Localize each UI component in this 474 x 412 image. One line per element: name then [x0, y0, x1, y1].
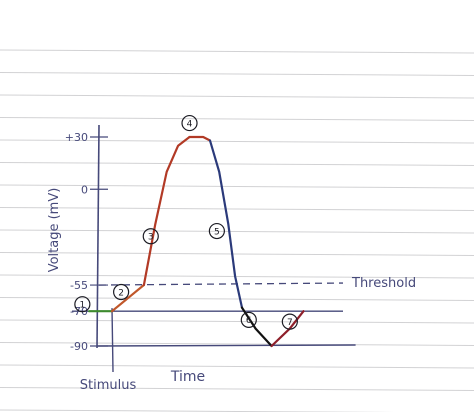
ruled-line	[0, 139, 474, 144]
phase-number-1: 1	[79, 301, 85, 311]
phase-number-3: 3	[148, 233, 154, 243]
ruled-line	[0, 252, 474, 256]
phase-circle-4	[181, 114, 198, 132]
phase-circle-3	[142, 228, 159, 245]
ruled-line	[0, 229, 474, 234]
curve-segment-5	[208, 139, 244, 309]
threshold-line	[98, 282, 344, 286]
curve-segment-3	[142, 135, 191, 287]
phase-number-7: 7	[287, 318, 293, 328]
phase-number-5: 5	[214, 227, 220, 237]
stimulus-line	[111, 308, 114, 373]
y-axis-label: Voltage (mV)	[47, 188, 62, 273]
ruled-line	[0, 274, 474, 279]
y-axis	[96, 124, 100, 349]
stimulus-label: Stimulus	[80, 378, 137, 393]
phase-circle-2	[113, 283, 130, 301]
phase-circle-1	[74, 296, 91, 313]
threshold-label: Threshold	[351, 276, 416, 291]
ruled-line	[0, 319, 474, 324]
phase-number-6: 6	[246, 316, 252, 326]
y-tick-label-1: 0	[81, 183, 88, 196]
x-axis-label: Time	[170, 369, 205, 385]
ruled-line	[0, 117, 474, 121]
ruled-line	[0, 342, 474, 346]
notebook-ruled-lines	[0, 49, 474, 412]
ruled-line	[0, 297, 474, 301]
phase-number-4: 4	[187, 119, 193, 129]
ruled-line	[0, 162, 474, 166]
ruled-line	[0, 184, 474, 189]
baseline-line	[96, 344, 356, 347]
y-tick-label-2: -55	[70, 279, 88, 292]
y-tick-label-3: -70	[70, 305, 88, 318]
ruled-line	[0, 49, 474, 54]
y-tick-label-0: +30	[65, 131, 88, 144]
phase-number-2: 2	[118, 288, 124, 298]
ruled-line	[0, 72, 474, 76]
ruled-line	[0, 364, 474, 369]
phase-circle-5	[208, 222, 225, 240]
curve-segment-4	[188, 135, 212, 142]
y-tick-label-4: -90	[70, 340, 88, 353]
phase-circle-6	[240, 311, 257, 328]
ruled-line	[0, 387, 474, 391]
ruled-line	[0, 207, 474, 211]
ruled-line	[0, 94, 474, 99]
curve-segment-2	[110, 283, 145, 313]
phase-circle-7	[281, 313, 298, 330]
curve-segment-6	[240, 306, 273, 348]
